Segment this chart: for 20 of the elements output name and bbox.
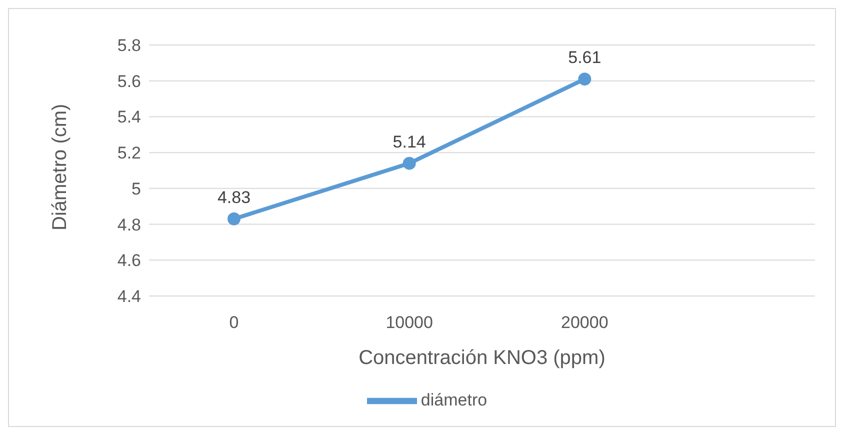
- y-tick-label: 5.8: [117, 36, 141, 56]
- data-label: 5.14: [392, 132, 426, 152]
- x-axis-title: Concentración KNO3 (ppm): [358, 347, 606, 369]
- y-tick-label: 4.6: [117, 251, 141, 270]
- y-tick-label: 5.4: [117, 108, 141, 127]
- y-tick-label: 5.6: [117, 72, 141, 91]
- y-tick-label: 5: [132, 179, 141, 198]
- point: [402, 156, 416, 170]
- x-tick-label: 0: [229, 313, 239, 332]
- y-tick-label: 4.4: [117, 287, 141, 306]
- point: [228, 212, 240, 226]
- legend-label: diámetro: [420, 390, 488, 410]
- point: [578, 72, 592, 86]
- x-tick-label: 10000: [386, 313, 433, 332]
- y-tick-label: 5.2: [117, 144, 141, 163]
- data-label: 4.83: [217, 188, 251, 207]
- y-axis-title: Diámetro (cm): [49, 104, 72, 230]
- x-tick-label: 20000: [561, 313, 608, 332]
- y-tick-label: 4.8: [117, 215, 141, 234]
- data-label: 5.61: [568, 48, 602, 68]
